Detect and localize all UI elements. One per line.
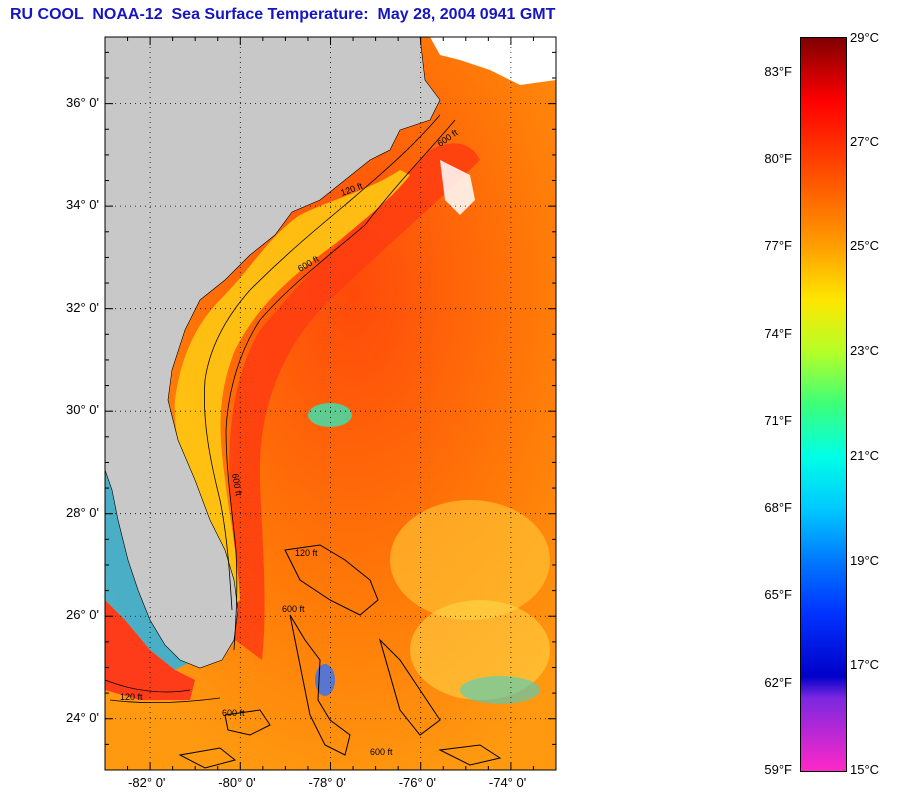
celsius-label: 27°C <box>850 133 880 149</box>
latitude-label: 24° 0' <box>66 709 99 725</box>
warm-patch <box>410 600 550 700</box>
cool-patch <box>460 676 540 704</box>
latitude-label: 26° 0' <box>66 607 99 623</box>
celsius-label: 17°C <box>850 657 880 673</box>
longitude-label: -74° 0' <box>488 775 527 790</box>
celsius-label: 21°C <box>850 447 880 463</box>
page-title: RU COOL NOAA-12 Sea Surface Temperature:… <box>10 6 556 23</box>
fahrenheit-label: 62°F <box>764 674 792 690</box>
latitude-label: 36° 0' <box>66 94 99 110</box>
warm-patch <box>390 500 550 620</box>
celsius-label: 23°C <box>850 343 880 359</box>
cloud <box>430 37 556 85</box>
fahrenheit-label: 68°F <box>764 500 792 516</box>
latitude-label: 28° 0' <box>66 504 99 520</box>
bathymetry-contours <box>105 114 456 704</box>
fahrenheit-label: 74°F <box>764 325 792 341</box>
fahrenheit-label: 71°F <box>764 412 792 428</box>
cool-patch <box>308 403 352 427</box>
fahrenheit-label: 80°F <box>764 151 792 167</box>
axis-ticks <box>105 37 556 770</box>
fahrenheit-label: 65°F <box>764 587 792 603</box>
fahrenheit-label: 59°F <box>764 762 792 777</box>
map-frame <box>104 36 557 771</box>
longitude-label: -76° 0' <box>398 775 436 790</box>
cloud <box>440 160 475 215</box>
contour-label: 600 ft <box>222 708 245 718</box>
fahrenheit-label: 77°F <box>764 238 792 254</box>
contour-label: 120 ft <box>120 692 143 702</box>
gulf-warm-water <box>105 600 195 700</box>
cool-patch <box>315 664 335 696</box>
latitude-label: 34° 0' <box>66 197 99 213</box>
graticule <box>105 37 556 770</box>
fahrenheit-label: 83°F <box>764 63 792 79</box>
bahamas-islands <box>178 544 502 769</box>
color-scale-bar <box>800 37 847 772</box>
longitude-label: -80° 0' <box>218 775 256 790</box>
latitude-label: 30° 0' <box>66 402 99 418</box>
coastal-shelf <box>174 170 410 610</box>
contour-label: 120 ft <box>295 548 318 558</box>
celsius-label: 29°C <box>850 30 880 45</box>
contour-label: 600 ft <box>230 473 244 497</box>
contour-label: 600 ft <box>370 747 393 757</box>
land <box>105 37 441 669</box>
contour-label: 600 ft <box>282 604 305 614</box>
longitude-label: -78° 0' <box>308 775 346 790</box>
celsius-label: 15°C <box>850 762 880 777</box>
gulf-stream <box>229 143 480 660</box>
latitude-label: 32° 0' <box>66 299 99 315</box>
celsius-label: 25°C <box>850 238 880 254</box>
longitude-label: -82° 0' <box>128 775 166 790</box>
celsius-label: 19°C <box>850 552 880 568</box>
